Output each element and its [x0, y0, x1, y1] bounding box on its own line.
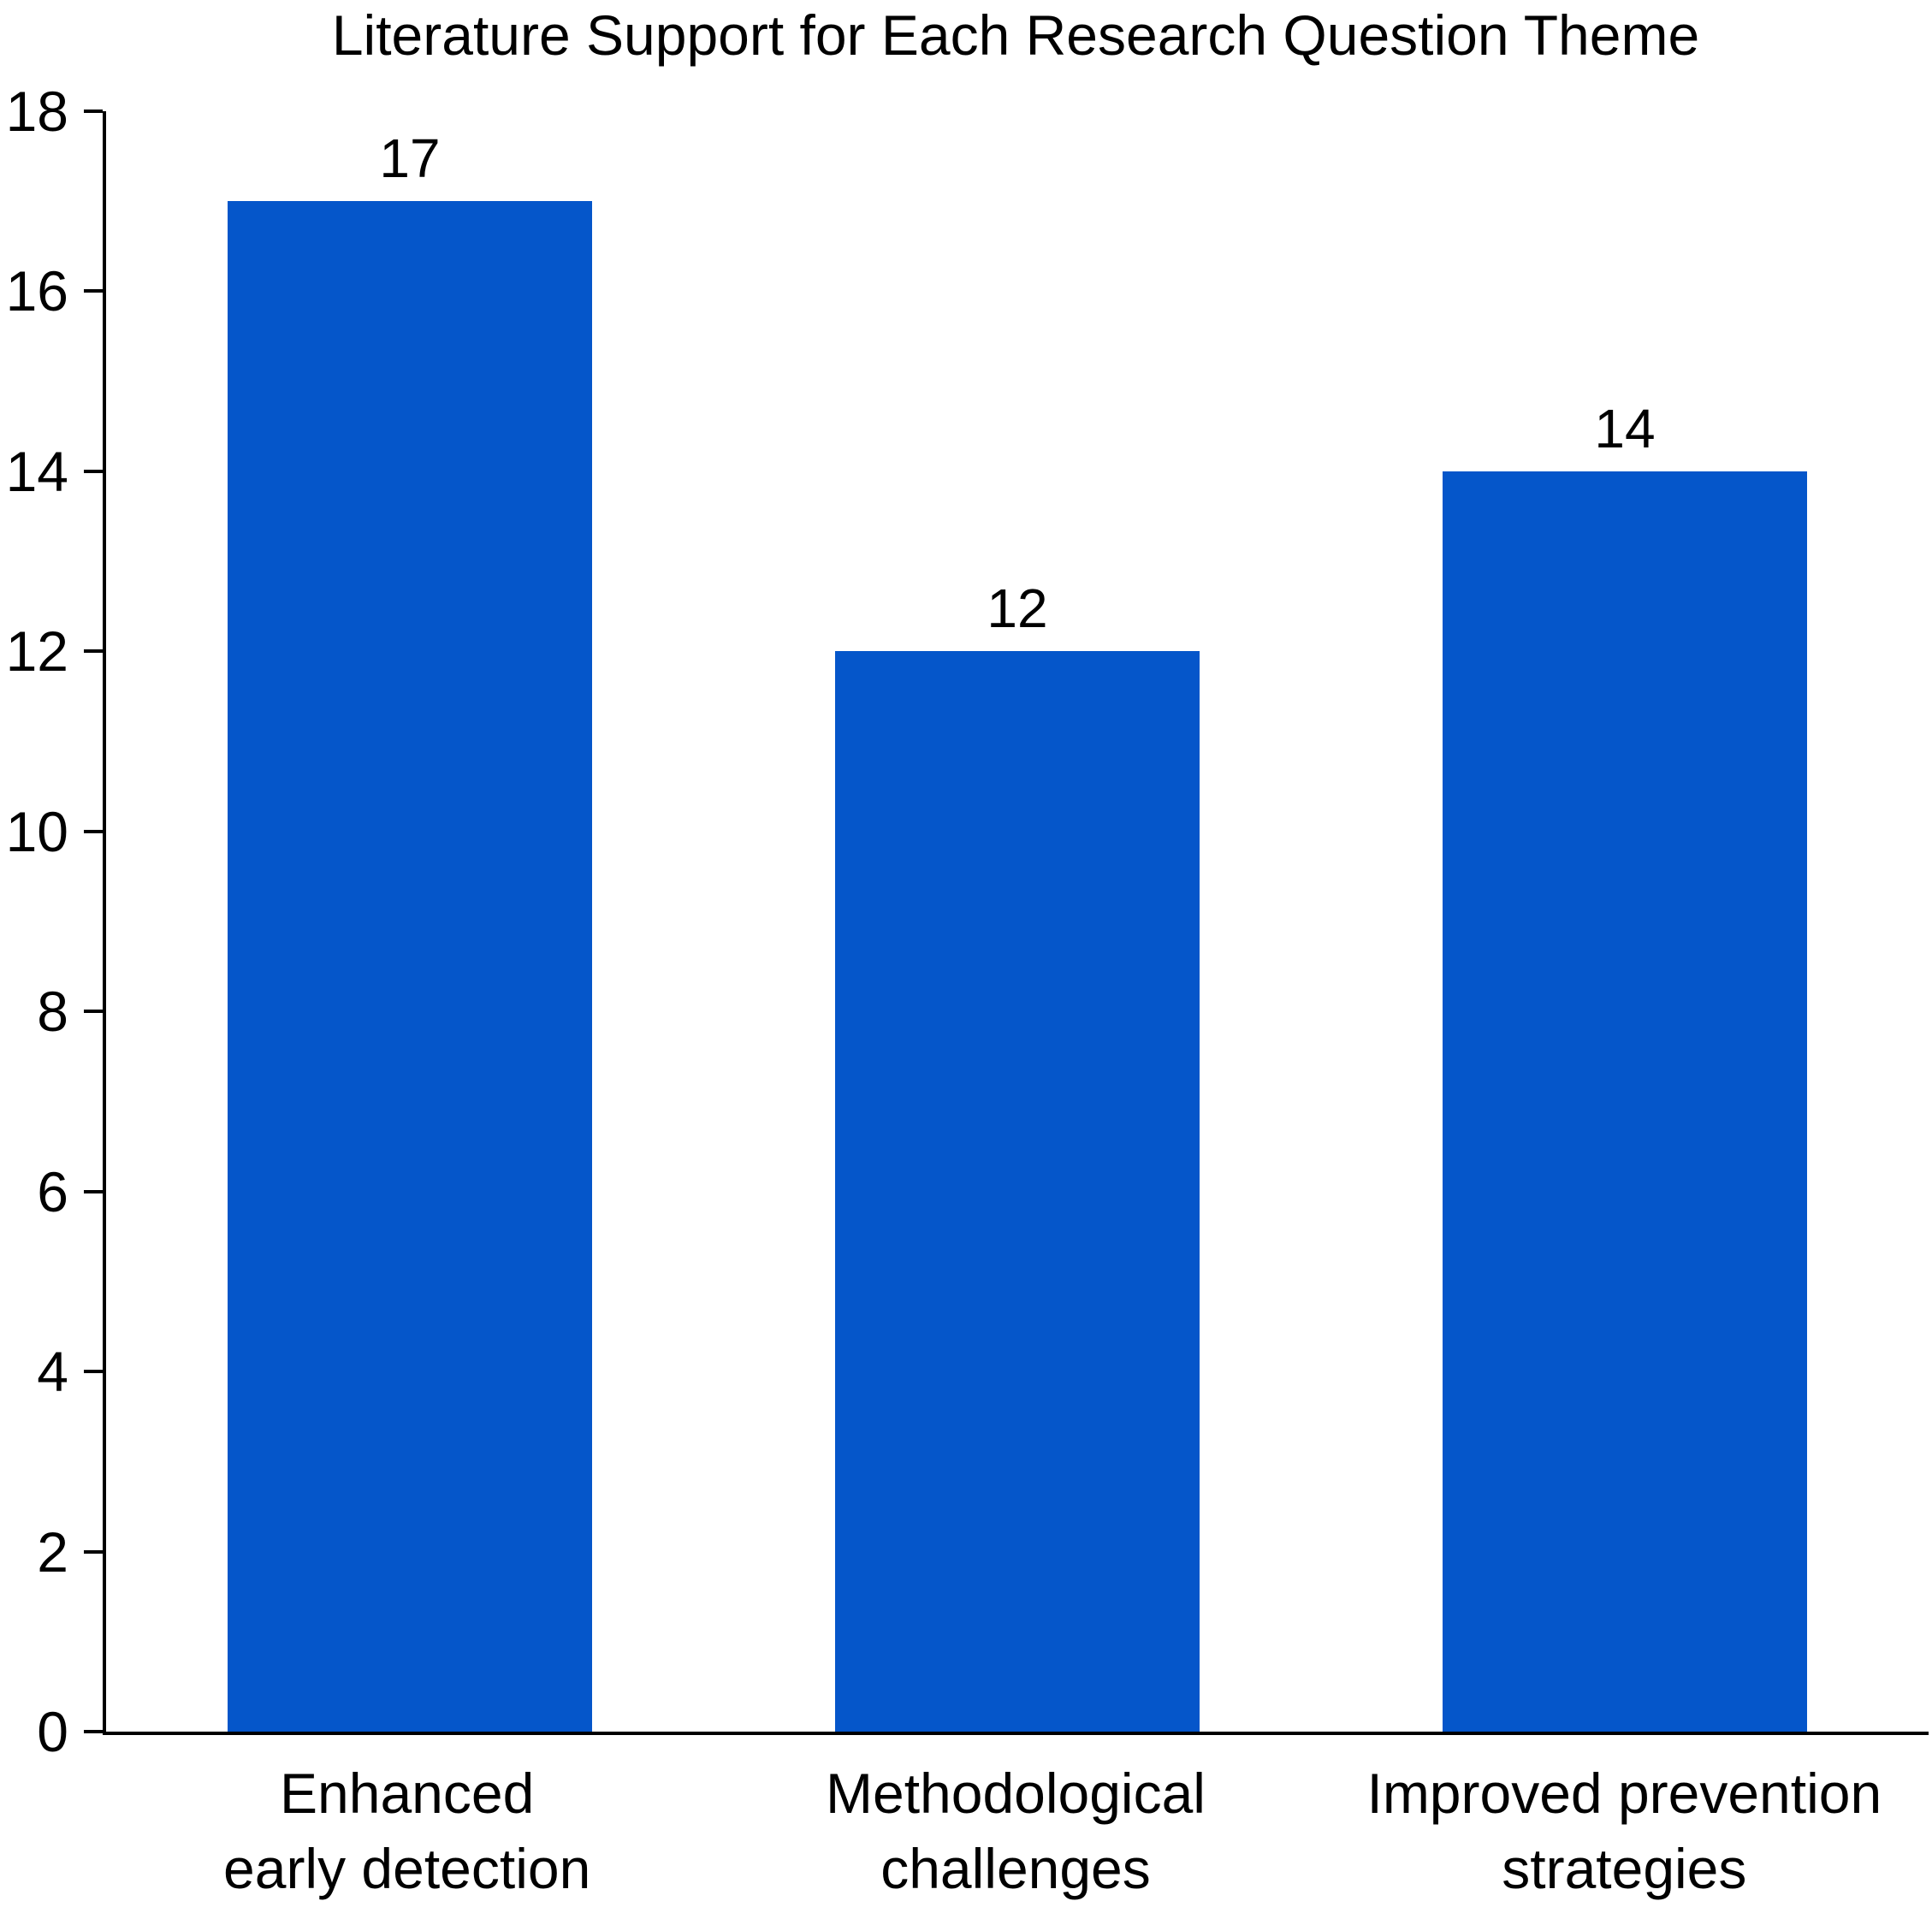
y-tick-mark — [84, 1189, 103, 1193]
y-tick-label: 4 — [37, 1340, 68, 1404]
y-tick-mark — [84, 1010, 103, 1014]
plot-area: 0 2 4 6 8 10 12 14 16 18 17 12 14 — [6, 83, 1929, 1760]
x-category-label: Improved prevention strategies — [1366, 1762, 1882, 1900]
y-tick-label: 8 — [37, 980, 68, 1044]
chart-title: Literature Support for Each Research Que… — [331, 3, 1700, 67]
y-tick-mark — [84, 1549, 103, 1554]
bar — [1443, 471, 1807, 1732]
y-axis: 0 2 4 6 8 10 12 14 16 18 — [6, 83, 1929, 1760]
y-tick-label: 18 — [5, 80, 68, 143]
bar-value-label: 14 — [1594, 397, 1656, 459]
bar — [835, 651, 1200, 1732]
y-tick-mark — [84, 829, 103, 833]
y-tick-label: 10 — [5, 799, 68, 863]
y-tick-mark — [84, 1730, 103, 1733]
y-tick-label: 12 — [5, 619, 68, 684]
bar-value-label: 12 — [987, 577, 1048, 640]
y-tick-mark — [84, 469, 103, 473]
y-tick-mark — [84, 1370, 103, 1374]
x-axis-labels: Enhanced early detection Methodological c… — [103, 1756, 1929, 1906]
bar-slot: 17 — [106, 111, 714, 1732]
x-category-label: Methodological challenges — [826, 1762, 1206, 1900]
y-tick-label: 0 — [37, 1700, 68, 1763]
y-tick-label: 6 — [37, 1159, 68, 1223]
bar-slot: 14 — [1321, 111, 1929, 1732]
x-category-label: Enhanced early detection — [223, 1762, 591, 1900]
y-tick-label: 2 — [37, 1519, 68, 1584]
y-tick-label: 16 — [5, 259, 68, 323]
y-tick-mark — [84, 649, 103, 654]
y-tick-mark — [84, 110, 103, 113]
y-tick-mark — [84, 289, 103, 293]
y-tick-label: 14 — [5, 439, 68, 503]
bar-slot: 12 — [714, 111, 1321, 1732]
bar — [228, 201, 592, 1732]
bars-container: 17 12 14 — [106, 111, 1929, 1732]
bar-value-label: 17 — [379, 127, 441, 190]
